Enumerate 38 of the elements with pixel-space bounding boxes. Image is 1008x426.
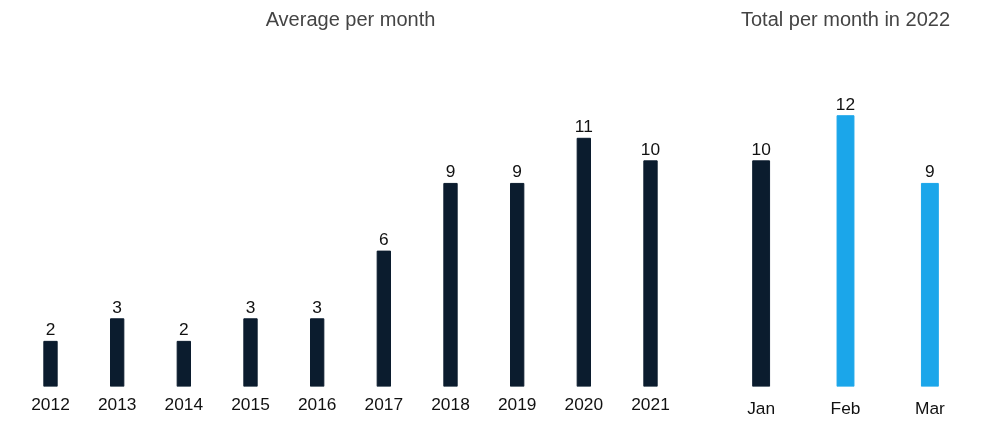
data-label: 9 [925,161,935,182]
x-tick-label: 2016 [297,393,337,414]
bar [510,182,525,387]
bar [43,340,58,387]
bar [110,318,125,387]
bar [243,318,258,387]
bar [176,340,191,387]
x-tick-label: 2021 [631,393,670,414]
x-tick-label: Mar [914,397,946,418]
data-label: 3 [112,296,122,317]
data-label: 10 [751,138,771,159]
bar [443,182,458,387]
bar [376,250,391,387]
data-label: 2 [179,319,189,340]
x-tick-label: 2019 [497,393,537,414]
x-tick-label: 2015 [231,393,270,414]
data-label: 11 [574,116,593,137]
x-tick-label: 2018 [431,393,470,414]
data-label: 12 [835,93,856,114]
x-tick-label: 2020 [564,393,604,414]
x-tick-label: Feb [830,397,861,418]
bar [576,137,591,387]
x-tick-label: 2012 [31,393,70,414]
data-label: 9 [512,161,522,182]
x-tick-label: 2017 [364,393,404,414]
x-tick-label: 2014 [164,393,204,414]
x-tick-label: Jan [747,397,776,418]
data-label: 9 [445,161,456,182]
data-label: 2 [45,319,56,340]
data-label: 3 [312,296,322,317]
data-label: 6 [379,229,389,250]
bar [310,318,325,387]
x-tick-label: 2013 [97,393,137,414]
data-label: 3 [245,296,256,317]
data-label: 10 [640,138,661,159]
bar [643,160,658,387]
chart-title: Average per month [265,7,436,30]
chart-title: Total per month in 2022 [740,7,951,30]
